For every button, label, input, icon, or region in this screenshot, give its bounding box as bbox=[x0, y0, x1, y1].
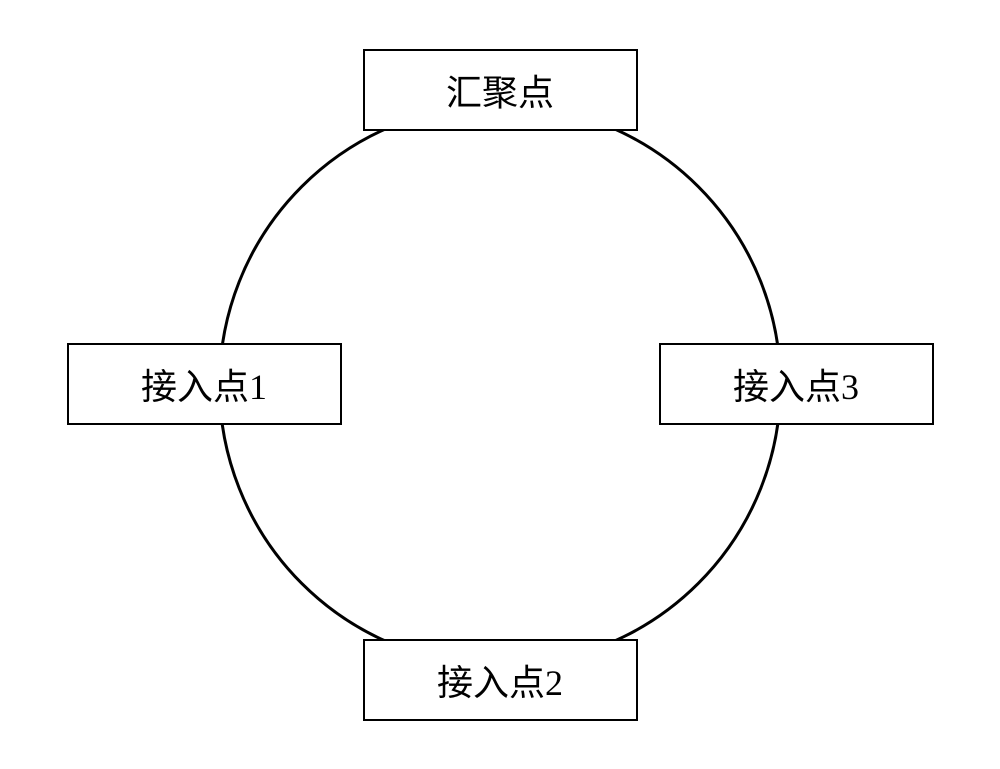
node-aggregation-label: 汇聚点 bbox=[446, 64, 554, 116]
node-ap1: 接入点1 bbox=[67, 343, 342, 425]
node-ap3: 接入点3 bbox=[659, 343, 934, 425]
diagram-container: 汇聚点 接入点1 接入点2 接入点3 bbox=[0, 0, 1000, 769]
node-ap2: 接入点2 bbox=[363, 639, 638, 721]
node-ap2-label: 接入点2 bbox=[437, 654, 563, 706]
node-aggregation: 汇聚点 bbox=[363, 49, 638, 131]
node-ap3-label: 接入点3 bbox=[733, 358, 859, 410]
node-ap1-label: 接入点1 bbox=[141, 358, 267, 410]
